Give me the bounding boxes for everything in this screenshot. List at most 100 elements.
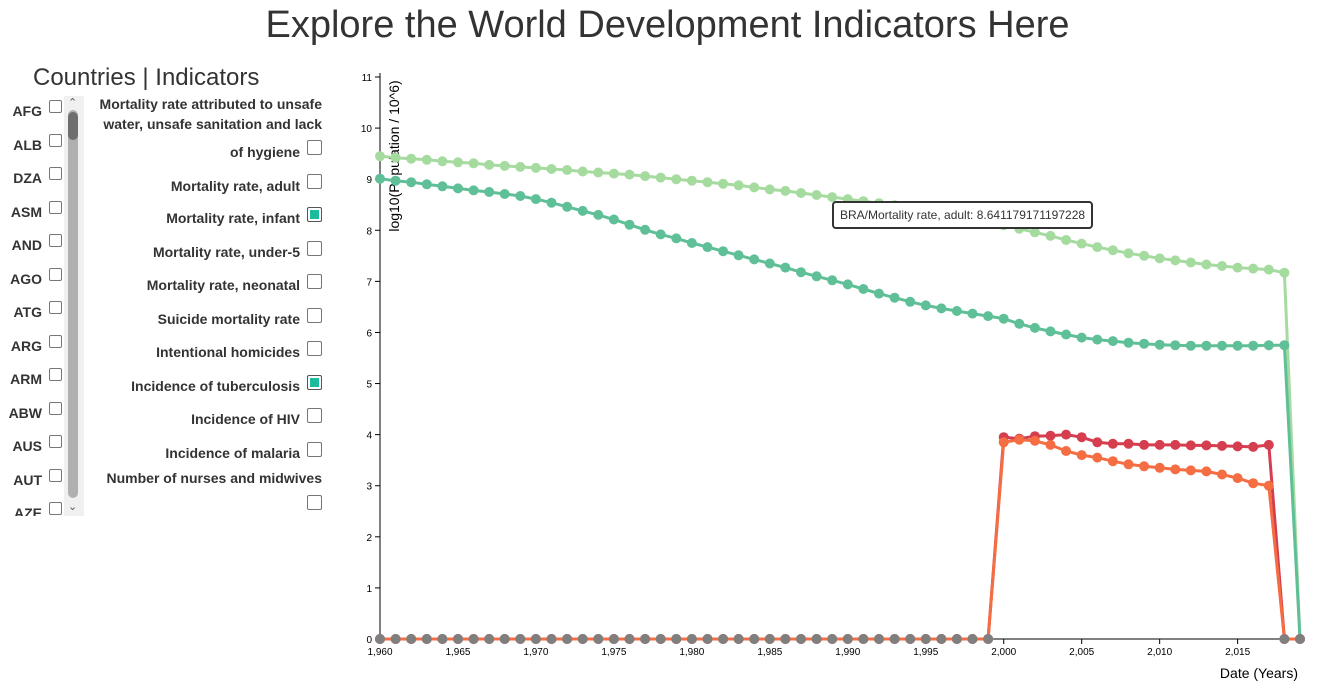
country-label: AFG (12, 103, 42, 119)
country-row-dza[interactable]: DZA (0, 163, 64, 191)
indicator-checkbox[interactable] (307, 274, 322, 289)
data-point (437, 634, 448, 644)
country-checkbox-abw[interactable] (49, 402, 62, 415)
data-point (1295, 634, 1305, 644)
country-row-arg[interactable]: ARG (0, 331, 64, 359)
indicator-item[interactable]: Mortality rate, adult (86, 176, 322, 196)
indicator-item[interactable]: Mortality rate, neonatal (86, 275, 322, 295)
country-label: ABW (8, 405, 42, 421)
data-point (733, 634, 744, 644)
indicator-checkbox[interactable] (307, 174, 322, 189)
x-tick-label: 1,990 (835, 647, 860, 658)
scroll-track[interactable] (68, 110, 78, 498)
data-point (764, 184, 775, 195)
country-row-aut[interactable]: AUT (0, 465, 64, 493)
data-point (1092, 242, 1103, 253)
country-row-and[interactable]: AND (0, 230, 64, 258)
indicator-item[interactable]: Intentional homicides (86, 342, 322, 362)
panel-header: Countries | Indicators (33, 64, 260, 91)
country-label: AND (11, 237, 42, 253)
country-row-abw[interactable]: ABW (0, 398, 64, 426)
y-tick-label: 3 (366, 482, 372, 493)
indicator-checkbox[interactable] (307, 308, 322, 323)
data-point (1232, 441, 1243, 452)
data-point (1092, 437, 1103, 448)
indicator-item[interactable]: Mortality rate, infant (86, 208, 322, 228)
indicator-checkbox[interactable] (307, 241, 322, 256)
data-point (1232, 340, 1243, 351)
data-point (406, 177, 417, 188)
scroll-up-icon[interactable]: ⌃ (68, 97, 78, 109)
data-point (1263, 264, 1274, 275)
indicator-checkbox[interactable] (307, 375, 322, 390)
country-label: DZA (13, 170, 42, 186)
indicator-item[interactable]: Incidence of tuberculosis (86, 376, 322, 396)
country-checkbox-arm[interactable] (49, 368, 62, 381)
country-checkbox-arg[interactable] (49, 335, 62, 348)
indicator-item[interactable]: Incidence of malaria (86, 443, 322, 463)
country-checkbox-dza[interactable] (49, 167, 62, 180)
country-row-asm[interactable]: ASM (0, 197, 64, 225)
line-chart: 0 1 2 3 4 5 6 7 8 9 10 11 1,960 1,965 1,970 1,975 1,980 1… (361, 73, 1305, 681)
data-point (889, 634, 900, 644)
country-checkbox-and[interactable] (49, 234, 62, 247)
indicator-item[interactable]: Incidence of HIV (86, 409, 322, 429)
data-point (1217, 440, 1227, 451)
indicator-checkbox[interactable] (307, 140, 322, 155)
indicator-checkbox[interactable] (307, 495, 322, 510)
indicator-checkbox[interactable] (307, 442, 322, 457)
country-checkbox-atg[interactable] (49, 301, 62, 314)
indicator-checkbox[interactable] (307, 408, 322, 423)
country-checkbox-alb[interactable] (49, 134, 62, 147)
country-checkbox-afg[interactable] (49, 100, 62, 113)
data-point (468, 185, 479, 196)
data-point (1139, 439, 1150, 450)
data-point (1185, 257, 1196, 268)
data-point (577, 166, 588, 177)
country-checkbox-aze[interactable] (49, 502, 62, 515)
indicator-checkbox[interactable] (307, 207, 322, 222)
country-row-aus[interactable]: AUS (0, 431, 64, 459)
country-row-atg[interactable]: ATG (0, 297, 64, 325)
indicator-list: Mortality rate attributed to unsafe water… (86, 92, 326, 522)
country-row-alb[interactable]: ALB (0, 130, 64, 158)
country-row-afg[interactable]: AFG (0, 96, 64, 124)
data-point (1248, 441, 1259, 452)
indicator-item[interactable]: Suicide mortality rate (86, 309, 322, 329)
country-checkbox-ago[interactable] (49, 268, 62, 281)
data-point (1201, 466, 1212, 477)
indicator-label: Mortality rate, adult (170, 178, 300, 194)
country-checkbox-asm[interactable] (49, 201, 62, 214)
country-label: ASM (10, 204, 42, 220)
data-point (1154, 339, 1165, 350)
data-point (624, 634, 635, 644)
indicator-item[interactable]: Mortality rate, under-5 (86, 242, 322, 262)
country-row-aze[interactable]: AZE (0, 498, 64, 516)
data-point (1248, 478, 1259, 489)
data-point (1263, 340, 1274, 351)
data-point (1248, 340, 1259, 351)
data-point (796, 188, 806, 198)
indicator-checkbox[interactable] (307, 341, 322, 356)
country-checkbox-aus[interactable] (49, 435, 62, 448)
indicator-item[interactable]: Number of nurses and midwives (86, 468, 323, 488)
y-tick-label: 7 (366, 277, 372, 288)
indicator-item[interactable]: Mortality rate attributed to unsafe water… (86, 94, 322, 162)
indicator-label: Mortality rate, infant (166, 210, 300, 226)
data-point (406, 153, 417, 164)
country-checkbox-aut[interactable] (49, 469, 62, 482)
data-point (1107, 456, 1118, 467)
data-point (874, 288, 884, 299)
country-row-ago[interactable]: AGO (0, 264, 64, 292)
country-list[interactable]: AFG ALB DZA ASM AND AGO ATG ARG ARM ABW AUS AUT AZE (0, 96, 84, 516)
data-point (842, 634, 853, 644)
indicator-label: Incidence of HIV (191, 411, 300, 427)
y-tick-label: 6 (366, 328, 372, 339)
scroll-thumb[interactable] (68, 112, 78, 140)
country-list-scrollbar[interactable]: ⌃ ⌄ (64, 96, 84, 516)
scroll-down-icon[interactable]: ⌄ (68, 501, 78, 513)
data-point (749, 634, 760, 644)
country-row-arm[interactable]: ARM (0, 364, 64, 392)
data-point (998, 437, 1009, 448)
data-point (920, 634, 931, 644)
